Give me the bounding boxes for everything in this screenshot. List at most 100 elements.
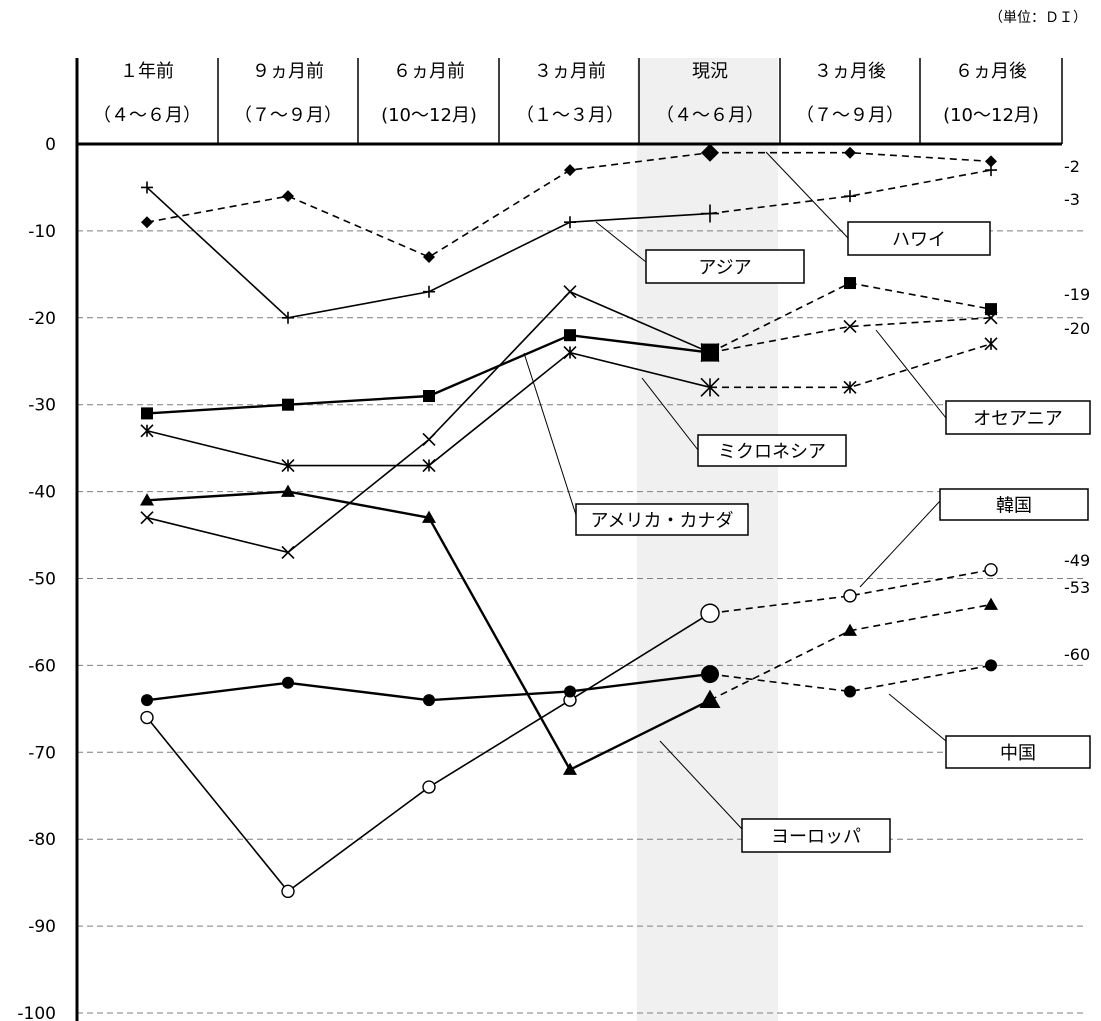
data-point (141, 216, 153, 229)
series-label-box: アジア (645, 249, 805, 284)
category-label-top: ６ヵ月後 (955, 61, 1027, 82)
data-point (281, 545, 295, 559)
category-label-top: ９ヵ月前 (252, 61, 324, 82)
data-point (843, 589, 857, 603)
data-point (984, 563, 998, 577)
series-diamond (141, 143, 997, 263)
y-tick-label: -50 (28, 570, 56, 590)
data-point (699, 689, 721, 709)
y-tick-label: -60 (28, 656, 56, 676)
data-point (563, 762, 577, 775)
series-group (140, 143, 998, 899)
category-label-top: ３ヵ月前 (534, 61, 606, 82)
data-point (843, 623, 857, 636)
data-point (701, 665, 719, 684)
leader-line (641, 377, 699, 451)
data-point (281, 484, 295, 497)
y-axis-tick-labels: 0 -10 -20 -30 -40 -50 -60 -70 -80 -90 -100 (17, 135, 56, 1021)
data-point (140, 424, 154, 438)
leader-line (523, 352, 577, 516)
data-point (984, 311, 998, 325)
end-value-label: -60 (1064, 645, 1090, 664)
category-label-bottom: （４～６月） (93, 105, 201, 126)
data-point (700, 377, 720, 397)
series-label: ミクロネシア (718, 442, 826, 463)
data-point (844, 190, 856, 203)
data-point (564, 164, 576, 177)
series-square (141, 277, 997, 420)
label-frame (939, 488, 1089, 521)
series-label: ヨーロッパ (771, 827, 861, 848)
label-frame (645, 249, 805, 284)
data-point (422, 510, 436, 523)
series-plus (141, 164, 997, 324)
y-tick-label: 0 (45, 135, 56, 155)
data-point (422, 458, 436, 473)
data-point (564, 216, 576, 229)
data-point (985, 164, 997, 177)
label-frame (575, 503, 749, 536)
series-circle-open (140, 563, 998, 899)
label-frame (741, 818, 891, 853)
label-leader-lines (523, 151, 947, 830)
data-point (282, 398, 294, 411)
label-frame (945, 400, 1091, 435)
data-point (701, 204, 719, 223)
series-label: ハワイ (892, 230, 946, 251)
data-point (281, 458, 295, 473)
leader-line (659, 740, 743, 830)
label-frame (945, 735, 1091, 769)
y-tick-label: -30 (28, 396, 56, 416)
data-point (282, 311, 294, 324)
data-point (140, 493, 154, 506)
data-point (985, 303, 997, 316)
y-tick-label: -10 (28, 222, 56, 242)
end-value-label: -49 (1064, 551, 1090, 570)
series-line-forecast (710, 151, 992, 163)
label-frame (847, 221, 991, 256)
data-point (423, 694, 435, 707)
data-point (563, 285, 577, 299)
series-label-box: 中国 (945, 735, 1091, 769)
category-label-bottom: (10～12月) (381, 105, 477, 126)
category-label-bottom: （４～６月） (656, 105, 764, 126)
data-point (985, 155, 997, 168)
data-point (844, 146, 856, 159)
series-label: 韓国 (996, 496, 1032, 517)
series-label-box: ハワイ (847, 221, 991, 256)
category-label-bottom: (10～12月) (943, 105, 1039, 126)
y-tick-label: -80 (28, 830, 56, 850)
data-point (844, 685, 856, 698)
data-point (141, 181, 153, 194)
data-point (141, 407, 153, 420)
leader-line (595, 221, 647, 263)
end-value-label: -2 (1064, 157, 1080, 176)
data-point (282, 676, 294, 689)
data-point (422, 432, 436, 447)
leader-line (859, 500, 941, 588)
data-point (282, 190, 294, 203)
data-point (423, 285, 435, 298)
category-label-top: 現況 (692, 61, 728, 82)
y-tick-label: -100 (17, 1004, 56, 1021)
series-label-box: 韓国 (939, 488, 1089, 521)
data-point (844, 277, 856, 290)
y-tick-label: -20 (28, 309, 56, 329)
series-label: アジア (698, 258, 751, 279)
end-value-label: -19 (1064, 285, 1090, 304)
data-point (423, 250, 435, 263)
category-label-top: １年前 (120, 61, 174, 82)
end-value-label: -20 (1064, 319, 1090, 338)
series-cross (140, 285, 998, 559)
category-label-bottom: （７～９月） (796, 105, 904, 126)
series-triangle (140, 484, 998, 775)
leader-line (765, 151, 849, 239)
data-point (423, 390, 435, 403)
series-label-box: アメリカ・カナダ (575, 503, 749, 536)
series-label-box: ヨーロッパ (741, 818, 891, 853)
end-value-label: -3 (1064, 190, 1080, 209)
data-point (843, 319, 857, 334)
category-label-bottom: （１～３月） (516, 105, 624, 126)
data-point (564, 329, 576, 342)
series-line-actual (146, 151, 711, 258)
